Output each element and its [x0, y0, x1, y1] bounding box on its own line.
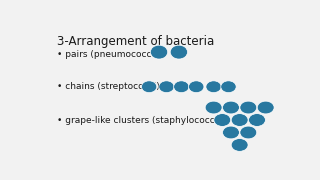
Ellipse shape [214, 114, 231, 126]
Ellipse shape [205, 101, 222, 114]
Text: • grape-like clusters (staphylococci): • grape-like clusters (staphylococci) [57, 116, 221, 125]
Ellipse shape [170, 45, 188, 59]
Ellipse shape [221, 81, 236, 93]
Text: • chains (streptococci): • chains (streptococci) [57, 82, 160, 91]
Text: 3-Arrangement of bacteria: 3-Arrangement of bacteria [57, 35, 215, 48]
Ellipse shape [159, 81, 174, 93]
Ellipse shape [174, 81, 189, 93]
Ellipse shape [150, 45, 168, 59]
Ellipse shape [206, 81, 221, 93]
Ellipse shape [222, 101, 239, 114]
Ellipse shape [231, 114, 248, 126]
Ellipse shape [257, 101, 274, 114]
Ellipse shape [249, 114, 265, 126]
Text: • pairs (pneumococci): • pairs (pneumococci) [57, 50, 158, 59]
Ellipse shape [188, 81, 204, 93]
Ellipse shape [222, 126, 239, 139]
Ellipse shape [240, 101, 257, 114]
Ellipse shape [231, 139, 248, 151]
Ellipse shape [141, 81, 157, 93]
Ellipse shape [240, 126, 257, 139]
